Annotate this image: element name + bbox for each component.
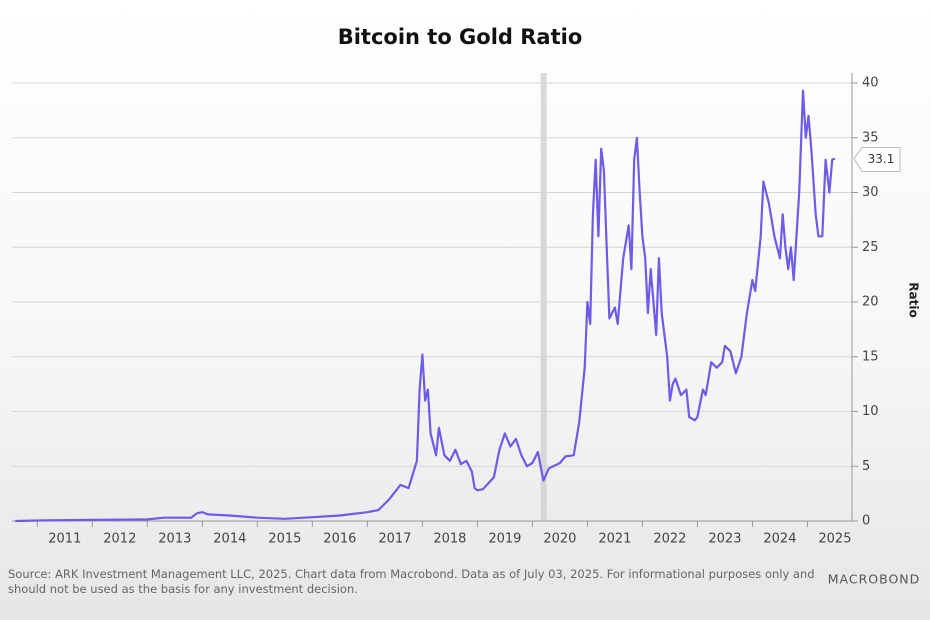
y-tick-label: 35 bbox=[862, 130, 879, 145]
x-tick-label: 2012 bbox=[103, 532, 136, 547]
x-tick-label: 2021 bbox=[598, 532, 631, 547]
y-axis-label: Ratio bbox=[907, 282, 921, 317]
x-tick-label: 2013 bbox=[158, 532, 191, 547]
x-tick-label: 2014 bbox=[213, 532, 246, 547]
y-tick-label: 20 bbox=[862, 295, 879, 310]
x-tick-label: 2024 bbox=[763, 532, 796, 547]
x-tick-label: 2015 bbox=[268, 532, 301, 547]
x-tick-label: 2011 bbox=[48, 532, 81, 547]
x-tick-label: 2018 bbox=[433, 532, 466, 547]
chart-title: Bitcoin to Gold Ratio bbox=[338, 25, 583, 49]
y-tick-label: 0 bbox=[862, 514, 870, 529]
x-tick-label: 2020 bbox=[543, 532, 576, 547]
value-callout-box bbox=[853, 147, 901, 173]
y-tick-label: 5 bbox=[862, 459, 870, 474]
source-note: Source: ARK Investment Management LLC, 2… bbox=[8, 567, 815, 581]
y-tick-label: 10 bbox=[862, 404, 879, 419]
data-line bbox=[15, 89, 836, 523]
shaded-band bbox=[540, 73, 547, 521]
brand-logo: MACROBOND bbox=[828, 572, 921, 587]
x-tick-label: 2022 bbox=[653, 532, 686, 547]
y-tick-label: 15 bbox=[862, 349, 879, 364]
y-tick-label: 25 bbox=[862, 240, 879, 255]
x-tick-label: 2023 bbox=[708, 532, 741, 547]
x-tick-label: 2017 bbox=[378, 532, 411, 547]
x-tick-label: 2025 bbox=[818, 532, 851, 547]
source-note: should not be used as the basis for any … bbox=[8, 582, 358, 596]
value-callout: 33.1 bbox=[868, 152, 895, 166]
y-tick-label: 40 bbox=[862, 76, 879, 91]
x-tick-label: 2019 bbox=[488, 532, 521, 547]
y-tick-label: 30 bbox=[862, 185, 879, 200]
x-tick-label: 2016 bbox=[323, 532, 356, 547]
